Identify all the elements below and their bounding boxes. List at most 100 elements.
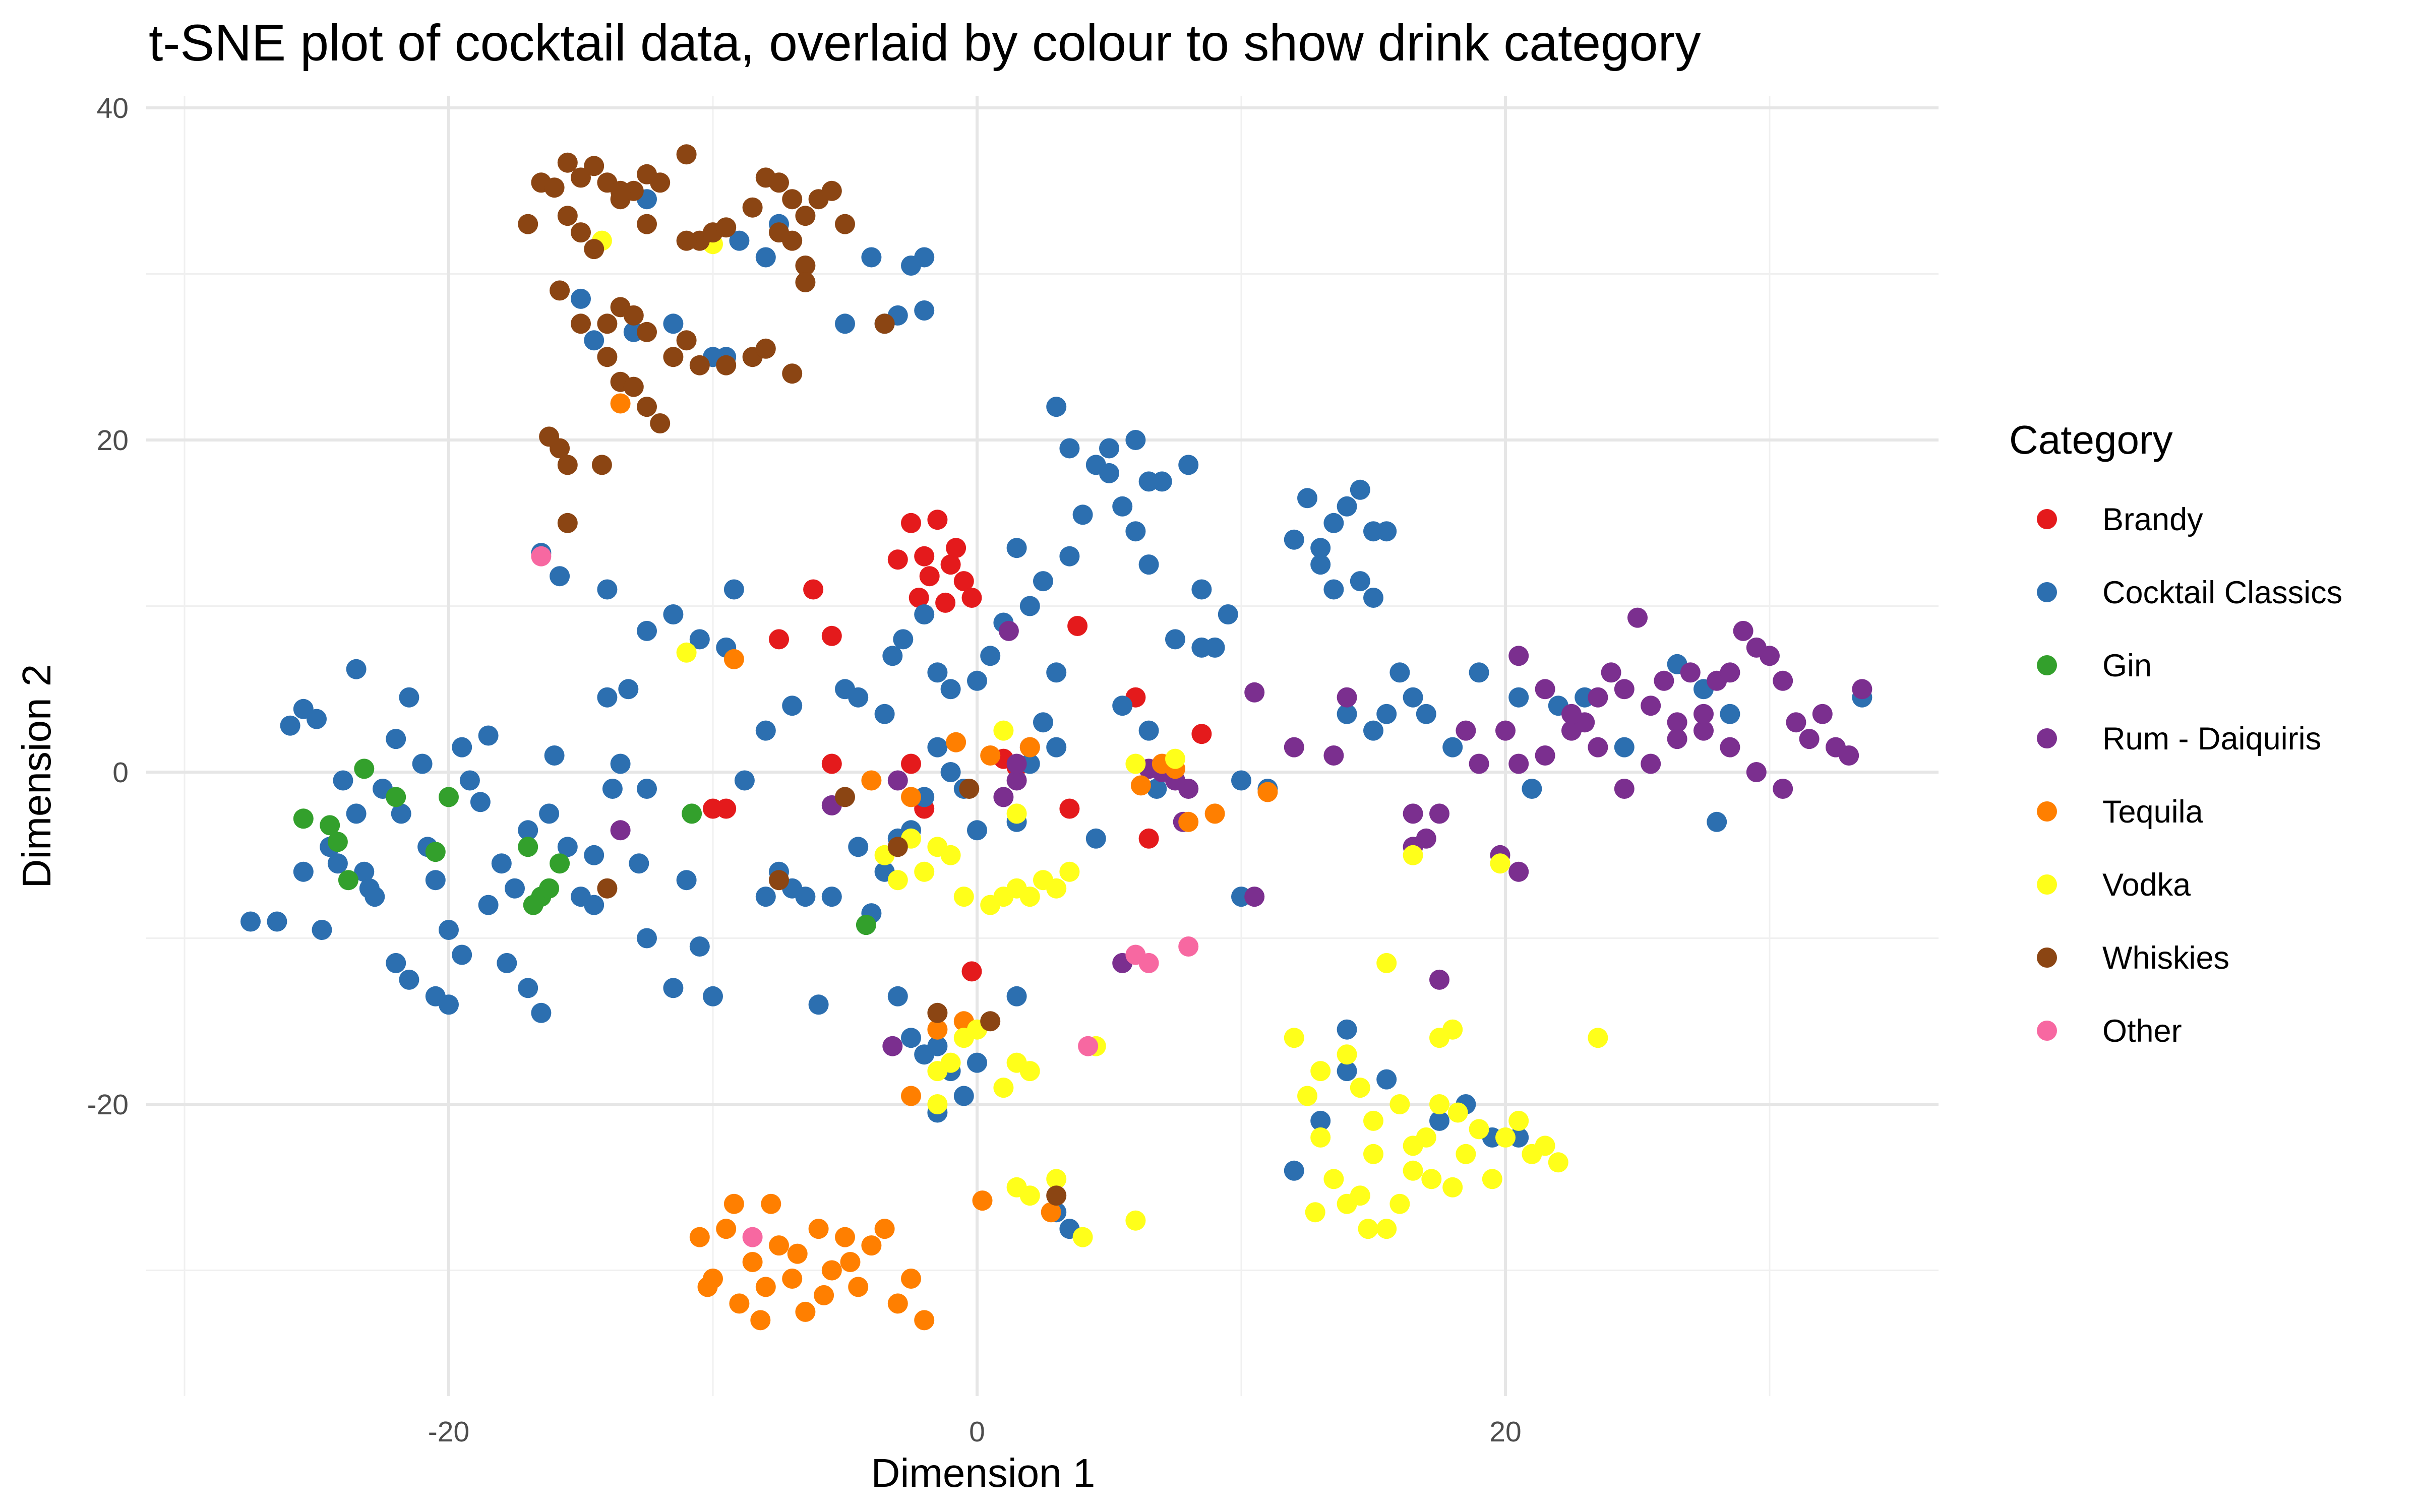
- data-point: [1337, 1019, 1357, 1040]
- y-tick-label: -20: [87, 1089, 129, 1121]
- data-point: [602, 779, 623, 799]
- data-point: [1707, 811, 1727, 832]
- data-point: [1363, 1144, 1383, 1164]
- data-point: [1588, 687, 1608, 708]
- data-point: [703, 986, 723, 1006]
- data-point: [312, 920, 332, 940]
- legend-item: Whiskies: [2037, 940, 2229, 976]
- data-point: [1204, 803, 1225, 824]
- data-point: [1720, 662, 1740, 683]
- data-point: [1244, 887, 1265, 907]
- data-point: [1350, 1185, 1370, 1206]
- data-point: [1033, 571, 1053, 592]
- data-point: [1376, 704, 1397, 724]
- data-point: [1852, 679, 1872, 700]
- data-point: [808, 994, 829, 1015]
- data-point: [1403, 845, 1423, 865]
- data-point: [835, 787, 855, 807]
- data-point: [1363, 720, 1383, 741]
- data-point: [676, 230, 697, 251]
- data-point: [919, 566, 940, 587]
- data-point: [1046, 397, 1067, 417]
- data-point: [459, 770, 480, 791]
- data-point: [1421, 1169, 1442, 1189]
- data-point: [637, 779, 657, 799]
- data-point: [689, 936, 710, 957]
- data-point: [1601, 662, 1621, 683]
- data-point: [1442, 1019, 1463, 1040]
- data-point: [967, 1052, 987, 1073]
- data-point: [1733, 620, 1753, 641]
- data-point: [1244, 682, 1265, 703]
- data-point: [967, 820, 987, 841]
- data-point: [914, 861, 935, 882]
- data-point: [848, 837, 869, 857]
- data-point: [1059, 546, 1080, 566]
- data-point: [1178, 936, 1199, 957]
- data-point: [518, 820, 538, 841]
- data-point: [1112, 496, 1133, 517]
- data-point: [1085, 828, 1106, 849]
- data-point: [887, 549, 908, 570]
- data-point: [1138, 828, 1159, 849]
- data-point: [835, 313, 855, 334]
- data-point: [782, 363, 803, 384]
- data-point: [610, 753, 631, 774]
- data-point: [769, 222, 789, 243]
- data-point: [618, 679, 639, 700]
- y-axis-tick-labels: -20 0 20 40: [87, 92, 129, 1121]
- data-point: [539, 878, 560, 899]
- data-point: [1376, 521, 1397, 542]
- data-point: [550, 853, 570, 874]
- data-point: [1310, 1110, 1331, 1131]
- legend-label: Other: [2102, 1014, 2182, 1049]
- data-point: [346, 659, 367, 679]
- data-point: [901, 753, 921, 774]
- data-point: [1191, 724, 1212, 744]
- data-point: [591, 455, 612, 475]
- y-tick-label: 0: [112, 757, 129, 789]
- chart-title: t-SNE plot of cocktail data, overlaid by…: [149, 14, 1701, 72]
- data-point: [1508, 687, 1529, 708]
- data-point: [940, 554, 961, 575]
- data-point: [557, 206, 578, 226]
- data-point: [637, 214, 657, 234]
- data-point: [782, 189, 803, 210]
- data-point: [1059, 861, 1080, 882]
- data-point: [861, 247, 882, 268]
- data-point: [597, 878, 618, 899]
- legend-swatch: [2037, 801, 2057, 822]
- data-point: [1614, 737, 1635, 758]
- data-point: [1059, 438, 1080, 459]
- data-point: [1046, 1185, 1067, 1206]
- data-point: [1337, 704, 1357, 724]
- data-point: [1403, 1160, 1423, 1181]
- data-point: [1535, 1136, 1555, 1156]
- data-point: [597, 687, 618, 708]
- data-point: [914, 1310, 935, 1331]
- data-point: [557, 455, 578, 475]
- data-point: [1284, 737, 1304, 758]
- data-point: [882, 646, 903, 666]
- data-point: [1284, 529, 1304, 550]
- data-point: [293, 808, 314, 829]
- data-point: [452, 737, 472, 758]
- data-point: [1403, 803, 1423, 824]
- data-point: [557, 837, 578, 857]
- data-point: [623, 305, 644, 326]
- data-point: [1178, 811, 1199, 832]
- data-point: [755, 1277, 776, 1297]
- data-point: [1389, 1094, 1410, 1114]
- legend-item: Other: [2037, 1014, 2182, 1049]
- data-point: [1006, 770, 1027, 791]
- data-point: [1746, 762, 1767, 782]
- data-point: [980, 1011, 1001, 1032]
- data-point: [821, 625, 842, 646]
- data-point: [280, 715, 300, 736]
- data-point: [557, 152, 578, 173]
- data-point: [1165, 748, 1185, 769]
- data-point: [663, 347, 684, 367]
- data-point: [874, 313, 895, 334]
- data-point: [1165, 629, 1185, 650]
- data-point: [571, 313, 591, 334]
